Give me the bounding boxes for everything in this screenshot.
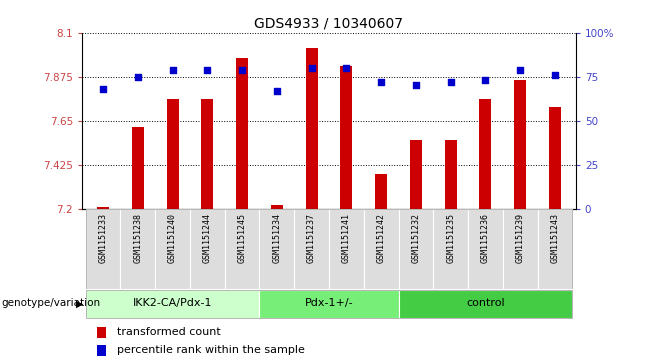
- Text: genotype/variation: genotype/variation: [1, 298, 101, 309]
- Bar: [259, 209, 294, 289]
- Bar: [190, 209, 225, 289]
- Bar: [479, 99, 492, 209]
- Bar: [410, 140, 422, 209]
- Text: GSM1151236: GSM1151236: [481, 213, 490, 263]
- Bar: [399, 290, 572, 318]
- Point: [202, 67, 213, 73]
- Point: [98, 86, 109, 92]
- Point: [515, 67, 525, 73]
- Text: GSM1151237: GSM1151237: [307, 213, 316, 263]
- Bar: [294, 209, 329, 289]
- Bar: [97, 345, 106, 356]
- Bar: [236, 58, 248, 209]
- Bar: [225, 209, 259, 289]
- Text: Pdx-1+/-: Pdx-1+/-: [305, 298, 353, 309]
- Bar: [86, 209, 120, 289]
- Point: [411, 82, 421, 88]
- Bar: [86, 290, 259, 318]
- Bar: [364, 209, 399, 289]
- Bar: [166, 99, 179, 209]
- Bar: [120, 209, 155, 289]
- Text: IKK2-CA/Pdx-1: IKK2-CA/Pdx-1: [133, 298, 213, 309]
- Bar: [340, 66, 353, 209]
- Text: control: control: [466, 298, 505, 309]
- Text: GSM1151241: GSM1151241: [342, 213, 351, 263]
- Point: [480, 77, 491, 83]
- Bar: [514, 79, 526, 209]
- Text: GSM1151232: GSM1151232: [411, 213, 420, 263]
- Bar: [271, 205, 283, 209]
- Bar: [445, 140, 457, 209]
- Bar: [305, 48, 318, 209]
- Text: GSM1151238: GSM1151238: [134, 213, 142, 263]
- Text: transformed count: transformed count: [117, 327, 220, 337]
- Bar: [433, 209, 468, 289]
- Text: GSM1151242: GSM1151242: [376, 213, 386, 263]
- Point: [307, 65, 317, 71]
- Point: [549, 72, 560, 78]
- Text: ▶: ▶: [76, 298, 83, 309]
- Point: [237, 67, 247, 73]
- Bar: [329, 209, 364, 289]
- Text: GSM1151245: GSM1151245: [238, 213, 247, 263]
- Text: percentile rank within the sample: percentile rank within the sample: [117, 345, 305, 355]
- Text: GSM1151240: GSM1151240: [168, 213, 177, 263]
- Bar: [155, 209, 190, 289]
- Bar: [503, 209, 538, 289]
- Text: GSM1151244: GSM1151244: [203, 213, 212, 263]
- Point: [167, 67, 178, 73]
- Bar: [549, 107, 561, 209]
- Bar: [97, 207, 109, 209]
- Title: GDS4933 / 10340607: GDS4933 / 10340607: [255, 16, 403, 30]
- Bar: [97, 327, 106, 338]
- Bar: [399, 209, 433, 289]
- Point: [445, 79, 456, 85]
- Bar: [132, 127, 144, 209]
- Text: GSM1151233: GSM1151233: [99, 213, 108, 263]
- Bar: [538, 209, 572, 289]
- Bar: [201, 99, 213, 209]
- Bar: [375, 174, 387, 209]
- Point: [376, 79, 386, 85]
- Text: GSM1151235: GSM1151235: [446, 213, 455, 263]
- Point: [272, 88, 282, 94]
- Text: GSM1151234: GSM1151234: [272, 213, 282, 263]
- Text: GSM1151239: GSM1151239: [516, 213, 524, 263]
- Point: [341, 65, 351, 71]
- Text: GSM1151243: GSM1151243: [550, 213, 559, 263]
- Bar: [468, 209, 503, 289]
- Bar: [259, 290, 399, 318]
- Point: [133, 74, 143, 79]
